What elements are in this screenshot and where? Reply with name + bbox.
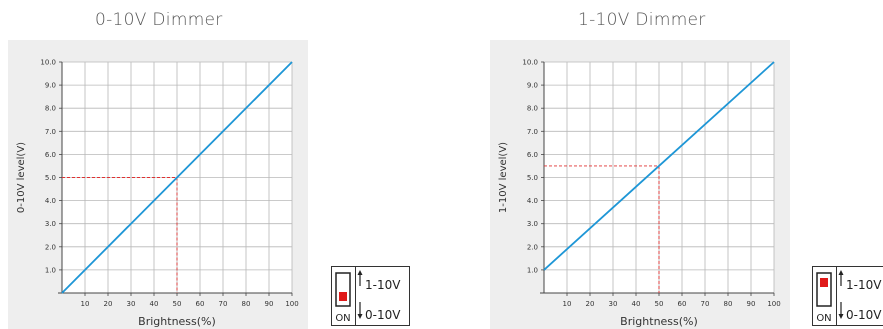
y-axis-label: 1-10V level(V) [498, 142, 509, 213]
series-line [61, 61, 293, 294]
switch-body [335, 272, 351, 307]
x-tick-label: 30 [609, 300, 618, 308]
x-tick-label: 10 [563, 300, 572, 308]
x-tick-label: 30 [127, 300, 136, 308]
switch-on-label: ON [816, 313, 831, 324]
y-tick-label: 5.0 [527, 174, 538, 182]
y-tick-label: 3.0 [527, 220, 538, 228]
x-tick-label: 40 [632, 300, 641, 308]
arrow-up-icon [357, 270, 363, 275]
x-tick-label: 100 [285, 300, 298, 308]
dip-switch-0-10v: ON 1-10V 0-10V [331, 266, 410, 326]
x-tick-label: 90 [747, 300, 756, 308]
switch-knob [820, 278, 828, 287]
y-tick-label: 2.0 [527, 243, 538, 251]
x-axis-label: Brightness(%) [620, 315, 698, 328]
chart-0-10v: 10 20 30 40 50 60 70 80 90 100 1.0 2.0 3.0 4.0 5.0 6.0 7… [8, 40, 308, 329]
x-tick-label: 90 [265, 300, 274, 308]
switch-top-label: 1-10V [846, 278, 882, 292]
x-tick-label: 60 [196, 300, 205, 308]
y-tick-label: 10.0 [522, 59, 538, 67]
y-tick-label: 8.0 [45, 105, 56, 113]
y-axis-label: 0-10V level(V) [16, 142, 27, 213]
x-tick-label: 10 [81, 300, 90, 308]
switch-body [816, 272, 832, 307]
series-line [543, 61, 775, 271]
x-tick-label: 80 [724, 300, 733, 308]
y-tick-label: 7.0 [527, 128, 538, 136]
y-tick-label: 3.0 [45, 220, 56, 228]
y-tick-label: 9.0 [45, 82, 56, 90]
arrow-up-icon [838, 270, 844, 275]
switch-on-label: ON [335, 313, 350, 324]
x-tick-label: 70 [219, 300, 228, 308]
arrow-down-icon [838, 314, 844, 319]
switch-knob [339, 292, 347, 301]
x-tick-label: 20 [586, 300, 595, 308]
x-tick-label: 40 [150, 300, 159, 308]
switch-bottom-label: 0-10V [846, 308, 882, 322]
y-tick-label: 7.0 [45, 128, 56, 136]
y-tick-label: 1.0 [45, 266, 56, 274]
y-tick-label: 10.0 [40, 59, 56, 67]
dip-switch-1-10v: ON 1-10V 0-10V [812, 266, 883, 326]
x-tick-label: 50 [173, 300, 182, 308]
y-tick-label: 8.0 [527, 105, 538, 113]
x-axis-label: Brightness(%) [138, 315, 216, 328]
switch-top-label: 1-10V [365, 278, 401, 292]
y-tick-label: 1.0 [527, 266, 538, 274]
chart-title-0-10v: 0-10V Dimmer [95, 10, 223, 30]
x-tick-label: 80 [242, 300, 251, 308]
y-tick-label: 2.0 [45, 243, 56, 251]
chart-title-1-10v: 1-10V Dimmer [578, 10, 706, 30]
chart-1-10v: 10 20 30 40 50 60 70 80 90 100 1.0 2.0 3.0 4.0 5.0 6.0 7… [490, 40, 790, 329]
y-tick-label: 6.0 [527, 151, 538, 159]
y-tick-label: 5.0 [45, 174, 56, 182]
x-tick-label: 100 [767, 300, 780, 308]
y-tick-label: 6.0 [45, 151, 56, 159]
x-tick-label: 20 [104, 300, 113, 308]
x-tick-label: 60 [678, 300, 687, 308]
switch-bottom-label: 0-10V [365, 308, 401, 322]
y-tick-label: 4.0 [45, 197, 56, 205]
x-tick-label: 50 [655, 300, 664, 308]
y-tick-label: 9.0 [527, 82, 538, 90]
y-tick-label: 4.0 [527, 197, 538, 205]
arrow-down-icon [357, 314, 363, 319]
x-tick-label: 70 [701, 300, 710, 308]
